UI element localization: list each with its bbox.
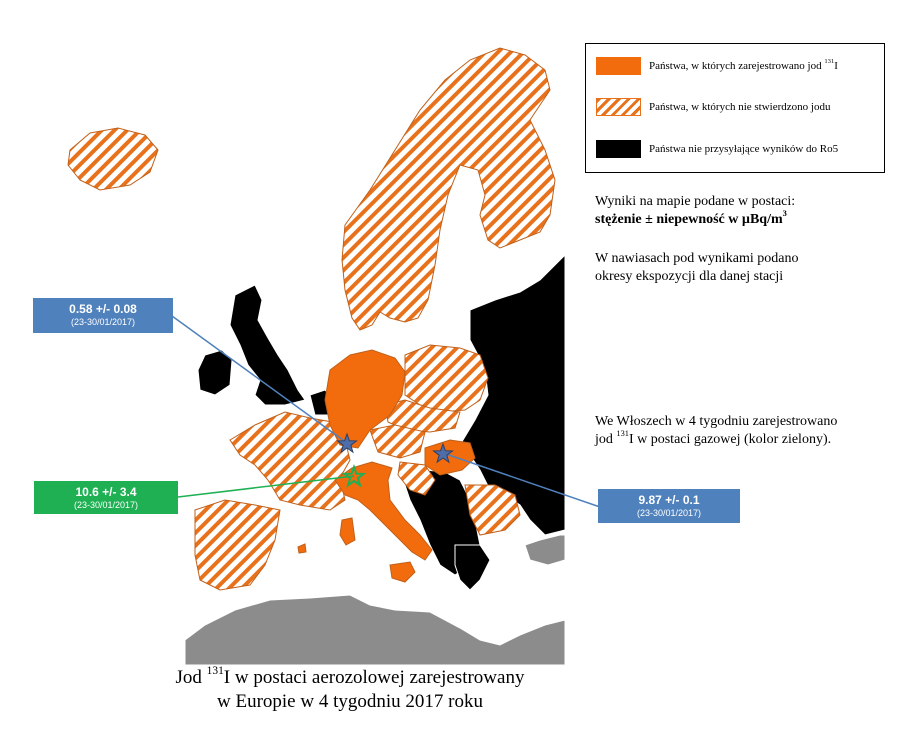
result-box-hungary: 9.87 +/- 0.1 (23-30/01/2017) (598, 489, 740, 523)
caption-line-1: Jod 131I w postaci aerozolowej zarejestr… (175, 664, 525, 688)
connector-line-italy (177, 475, 355, 498)
turkey-region (524, 534, 566, 566)
sicily-detected (389, 561, 416, 583)
result-value: 10.6 +/- 3.4 (75, 485, 137, 499)
greece-no-results (454, 544, 491, 591)
star-icon (341, 464, 367, 488)
sardinia-detected (339, 517, 356, 546)
legend-swatch-detected (596, 57, 641, 75)
info-format-line: Wyniki na mapie podane w postaci: (595, 194, 796, 209)
austria-not-detected (369, 424, 426, 459)
balearic-detected (297, 543, 307, 554)
info-period-line-2: okresy ekspozycji dla danej stacji (595, 269, 784, 284)
legend-swatch-not-detected (596, 98, 641, 116)
legend-label-detected: Państwa, w których zarejestrowano jod 13… (649, 58, 838, 72)
connector-line-hungary (442, 452, 601, 508)
connector-line-germany (171, 315, 348, 444)
ireland-no-results (197, 349, 233, 396)
hungary-detected (424, 439, 476, 476)
caption-line-2: w Europie w 4 tygodniu 2017 roku (217, 691, 483, 712)
poland-not-detected (404, 344, 489, 413)
result-period: (23-30/01/2017) (73, 500, 139, 510)
north-africa-region (184, 594, 566, 666)
info-period-line-1: W nawiasach pod wynikami podano (595, 251, 799, 266)
legend: Państwa, w których zarejestrowano jod 13… (585, 43, 885, 173)
iceland-not-detected (67, 127, 159, 191)
info-italy-line-1: We Włoszech w 4 tygodniu zarejestrowano (595, 414, 838, 429)
map-caption: Jod 131I w postaci aerozolowej zarejestr… (110, 664, 590, 714)
legend-label-not-detected: Państwa, w których nie stwierdzono jodu (649, 101, 831, 113)
iberia-not-detected (194, 499, 281, 591)
legend-row-not-detected: Państwa, w których nie stwierdzono jodu (596, 97, 830, 117)
star-icon (336, 432, 358, 454)
romania-bulgaria-not-detected (464, 484, 521, 536)
legend-label-no-results: Państwa nie przysyłające wyników do Ro5 (649, 143, 839, 155)
legend-row-no-results: Państwa nie przysyłające wyników do Ro5 (596, 139, 838, 159)
czech-slovakia-not-detected (384, 399, 461, 433)
scandinavia-not-detected (341, 47, 556, 331)
info-units-line: stężenie ± niepewność w µBq/m3 (595, 209, 787, 227)
star-icon (432, 442, 454, 464)
legend-row-detected: Państwa, w których zarejestrowano jod 13… (596, 56, 838, 76)
result-box-italy: 10.6 +/- 3.4 (23-30/01/2017) (34, 481, 178, 514)
italy-detected (334, 461, 433, 561)
result-value: 9.87 +/- 0.1 (638, 493, 700, 507)
legend-swatch-no-results (596, 140, 641, 158)
result-period: (23-30/01/2017) (636, 508, 702, 518)
uk-no-results (229, 284, 306, 406)
result-box-germany: 0.58 +/- 0.08 (23-30/01/2017) (33, 298, 173, 333)
info-italy-line-2: jod 131I w postaci gazowej (kolor zielon… (595, 429, 832, 447)
result-period: (23-30/01/2017) (70, 317, 136, 327)
result-value: 0.58 +/- 0.08 (69, 302, 137, 316)
germany-detected (324, 349, 406, 449)
